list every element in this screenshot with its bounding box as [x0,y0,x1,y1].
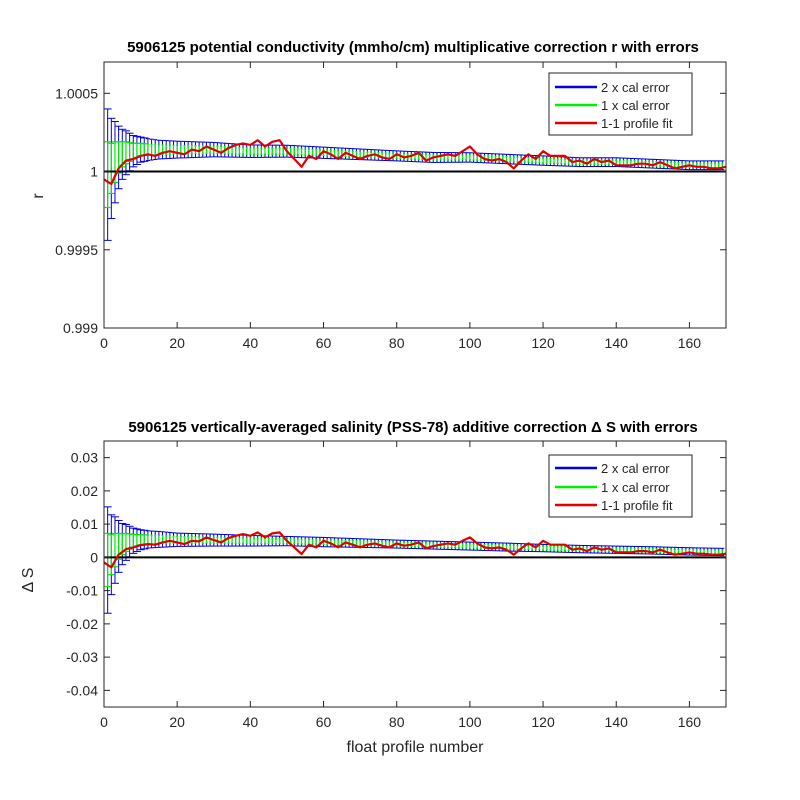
x-tick-label: 20 [169,335,185,351]
y-tick-label: 0.03 [71,450,98,466]
y-tick-label: 1 [90,164,98,180]
y-tick-label: -0.03 [66,649,98,665]
legend: 2 x cal error 1 x cal error 1-1 profile … [548,454,693,518]
x-tick-label: 100 [458,714,482,730]
salinity-correction-chart: 5906125 vertically-averaged salinity (PS… [20,419,727,756]
x-tick-label: 40 [243,714,259,730]
legend-label-1x-cal-error: 1 x cal error [601,480,670,495]
y-tick-label: 0.999 [63,320,98,336]
x-tick-label: 0 [100,335,108,351]
legend-label-profile-fit: 1-1 profile fit [601,116,673,131]
axes-box [103,61,727,329]
x-tick-label: 120 [531,335,555,351]
x-tick-label: 100 [458,335,482,351]
legend-label-1x-cal-error: 1 x cal error [601,98,670,113]
series-layer [104,108,726,241]
x-tick-label: 80 [389,714,405,730]
y-tick-label: -0.01 [66,583,98,599]
x-tick-label: 160 [678,335,702,351]
y-tick-label: 0.01 [71,516,98,532]
x-tick-label: 80 [389,335,405,351]
y-axis-label: Δ S [20,568,37,593]
x-tick-label: 40 [243,335,259,351]
y-axis: 0.999 0.9995 1 1.0005 [55,85,726,336]
axes-box [103,440,727,708]
legend-label-2x-cal-error: 2 x cal error [601,461,670,476]
series-layer [104,506,726,614]
y-tick-label: 0.02 [71,483,98,499]
y-tick-label: 1.0005 [55,85,98,101]
legend-label-2x-cal-error: 2 x cal error [601,80,670,95]
y-tick-label: 0 [90,549,98,565]
series-profile-fit [104,531,726,569]
y-tick-label: -0.04 [66,682,98,698]
legend-label-profile-fit: 1-1 profile fit [601,498,673,513]
y-axis: -0.04 -0.03 -0.02 -0.01 0 0.01 0.02 0.03 [66,450,726,698]
x-tick-label: 60 [316,335,332,351]
y-tick-label: 0.9995 [55,242,98,258]
x-tick-label: 0 [100,714,108,730]
series-profile-fit [104,139,726,186]
x-tick-label: 20 [169,714,185,730]
x-tick-label: 120 [531,714,555,730]
chart-title: 5906125 vertically-averaged salinity (PS… [128,419,697,436]
chart-title: 5906125 potential conductivity (mmho/cm)… [127,39,699,56]
x-axis: 0 20 40 60 80 100 120 140 160 [100,62,701,351]
x-axis: 0 20 40 60 80 100 120 140 160 [100,441,701,730]
conductivity-correction-chart: 5906125 potential conductivity (mmho/cm)… [30,39,727,351]
legend: 2 x cal error 1 x cal error 1-1 profile … [548,72,693,136]
x-tick-label: 160 [678,714,702,730]
x-tick-label: 140 [605,714,629,730]
y-axis-label: r [30,193,47,199]
x-tick-label: 140 [605,335,629,351]
x-axis-label: float profile number [347,739,485,756]
x-tick-label: 60 [316,714,332,730]
y-tick-label: -0.02 [66,616,98,632]
